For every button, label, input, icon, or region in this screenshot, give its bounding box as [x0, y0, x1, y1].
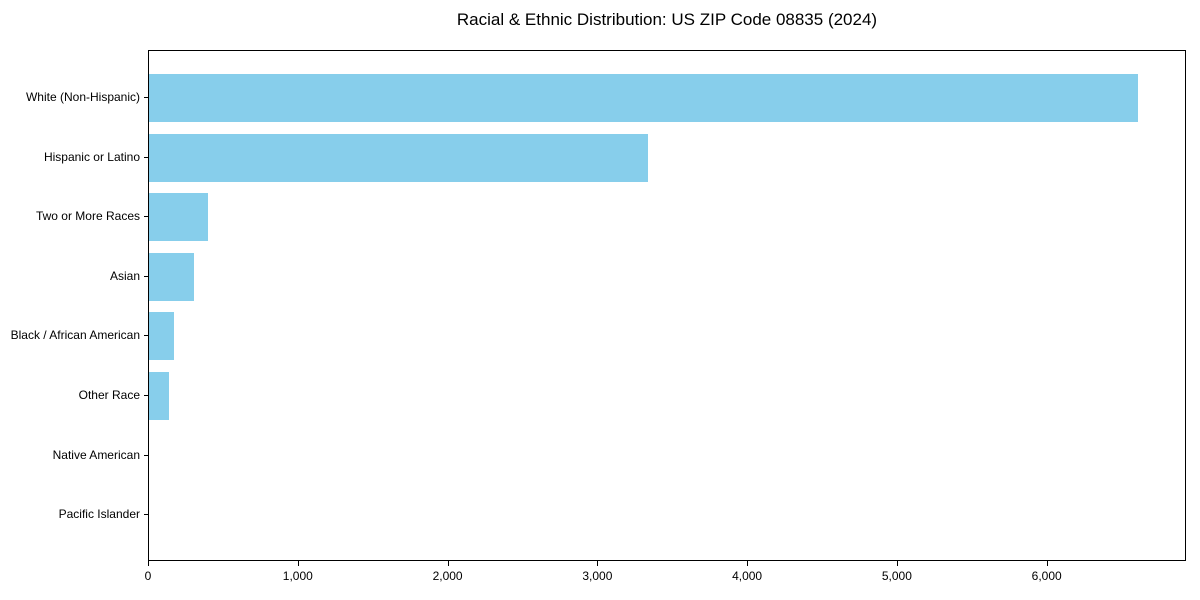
y-tick: [144, 454, 148, 456]
y-tick-label: Other Race: [78, 388, 140, 402]
x-tick-label: 0: [144, 569, 152, 583]
y-tick-label: Native American: [52, 447, 140, 462]
bar: [149, 193, 209, 242]
y-tick: [144, 216, 148, 218]
y-tick: [144, 275, 148, 277]
y-tick-label: Pacific Islander: [58, 507, 140, 522]
x-tick-label: 5,000: [881, 569, 912, 583]
x-tick: [597, 561, 599, 566]
y-tick: [144, 97, 148, 98]
x-tick: [148, 561, 149, 566]
x-tick: [297, 561, 299, 566]
y-tick: [144, 156, 148, 158]
x-tick-label: 1,000: [282, 569, 313, 583]
x-tick-label: 4,000: [732, 569, 763, 583]
x-tick-label: 6,000: [1031, 569, 1062, 583]
y-tick-label: Two or More Races: [35, 209, 140, 224]
x-tick: [747, 561, 749, 566]
y-tick: [144, 395, 148, 396]
x-tick-label: 2,000: [432, 569, 463, 583]
x-tick: [896, 561, 898, 566]
y-tick-label: Asian: [109, 268, 140, 283]
bar: [149, 74, 1138, 122]
chart-title: Racial & Ethnic Distribution: US ZIP Cod…: [456, 10, 878, 29]
y-tick: [144, 335, 148, 337]
bar: [149, 252, 194, 301]
y-tick-label: Hispanic or Latino: [43, 149, 140, 164]
y-tick: [144, 514, 148, 516]
x-tick: [447, 561, 449, 566]
x-tick: [1046, 561, 1048, 566]
bar: [149, 372, 170, 420]
x-tick-label: 3,000: [582, 569, 613, 583]
y-tick-label: White (Non-Hispanic): [25, 90, 140, 104]
bar: [149, 312, 174, 361]
plot-area: [148, 50, 1186, 561]
y-tick-label: Black / African American: [10, 328, 140, 343]
bar: [149, 133, 648, 182]
